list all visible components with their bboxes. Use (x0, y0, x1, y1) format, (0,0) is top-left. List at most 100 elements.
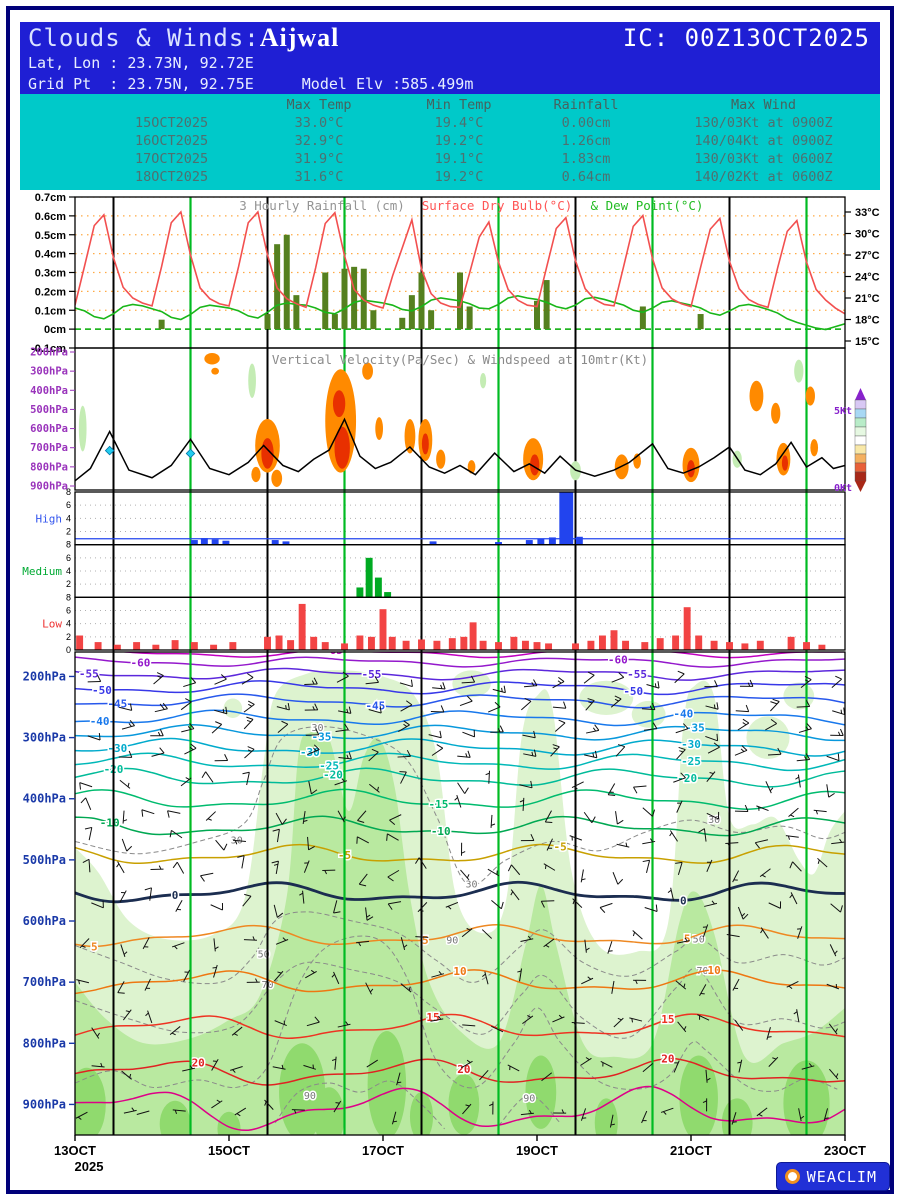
svg-text:20: 20 (661, 1053, 674, 1066)
svg-text:900hPa: 900hPa (30, 481, 68, 493)
day-guides (112, 197, 808, 1135)
header: Clouds & Winds:Aijwal IC: 00Z13OCT2025 L… (20, 22, 880, 94)
svg-text:500hPa: 500hPa (30, 404, 68, 416)
svg-text:8: 8 (66, 592, 71, 602)
svg-text:33°C: 33°C (855, 207, 880, 219)
svg-text:0.6cm: 0.6cm (35, 211, 66, 223)
weaclim-logo[interactable]: WEACLIM (775, 1162, 890, 1191)
logo-text: WEACLIM (806, 1167, 877, 1186)
svg-text:500hPa: 500hPa (23, 853, 66, 867)
svg-text:90: 90 (523, 1093, 535, 1104)
svg-text:4: 4 (66, 513, 71, 523)
svg-text:30: 30 (466, 879, 478, 890)
svg-text:10: 10 (707, 964, 720, 977)
svg-text:-50: -50 (92, 684, 112, 697)
cell: 31.9°C (294, 151, 344, 167)
cell: 130/03Kt at 0900Z (694, 115, 833, 131)
table-header-row: Max Temp Min Temp Rainfall Max Wind (20, 96, 880, 114)
svg-text:90: 90 (304, 1091, 316, 1102)
svg-text:5Kt: 5Kt (834, 406, 852, 417)
svg-text:200hPa: 200hPa (23, 669, 66, 683)
title-row: Clouds & Winds:Aijwal IC: 00Z13OCT2025 (20, 22, 880, 53)
svg-text:90: 90 (446, 936, 458, 947)
svg-text:-40: -40 (673, 707, 693, 720)
svg-text:-40: -40 (90, 715, 110, 728)
svg-text:-35: -35 (311, 730, 331, 743)
svg-text:0.4cm: 0.4cm (35, 249, 66, 261)
svg-text:300hPa: 300hPa (23, 731, 66, 745)
svg-text:200hPa: 200hPa (30, 347, 68, 359)
svg-text:6: 6 (66, 553, 71, 563)
svg-text:30°C: 30°C (855, 229, 880, 241)
svg-text:21OCT: 21OCT (670, 1143, 712, 1158)
svg-text:-60: -60 (131, 657, 151, 670)
title-prefix: Clouds & Winds: (28, 24, 260, 52)
svg-text:600hPa: 600hPa (30, 423, 68, 435)
svg-text:800hPa: 800hPa (30, 461, 68, 473)
svg-text:-60: -60 (608, 654, 628, 667)
cell: 0.00cm (561, 115, 611, 131)
table-row: 18OCT2025 31.6°C 19.2°C 0.64cm 140/02Kt … (20, 168, 880, 186)
svg-text:-0.1cm: -0.1cm (31, 343, 66, 355)
svg-text:15: 15 (661, 1013, 674, 1026)
svg-text:15OCT: 15OCT (208, 1143, 250, 1158)
svg-text:-5: -5 (553, 841, 566, 854)
cell: 32.9°C (294, 133, 344, 149)
svg-text:0: 0 (66, 645, 71, 655)
svg-text:21°C: 21°C (855, 293, 880, 305)
svg-text:4: 4 (66, 566, 71, 576)
cell: 19.2°C (434, 133, 484, 149)
svg-text:2: 2 (66, 527, 71, 537)
surface-panel (75, 210, 845, 331)
svg-text:10: 10 (453, 965, 466, 978)
cell: 1.26cm (561, 133, 611, 149)
svg-text:& Dew Point(°C): & Dew Point(°C) (591, 198, 704, 213)
cell: 1.83cm (561, 151, 611, 167)
svg-text:-65: -65 (323, 644, 343, 657)
windspeed-line (75, 417, 845, 482)
svg-text:0.3cm: 0.3cm (35, 268, 66, 280)
svg-text:-55: -55 (627, 668, 647, 681)
rh-contours: 3030303050507070909090 (75, 721, 845, 1130)
svg-text:15: 15 (426, 1011, 439, 1024)
svg-text:15°C: 15°C (855, 336, 880, 348)
vertical-velocity-panel (75, 352, 845, 487)
svg-text:-30: -30 (681, 738, 701, 751)
svg-text:6: 6 (66, 606, 71, 616)
cell-date: 16OCT2025 (135, 133, 209, 149)
svg-text:-15: -15 (429, 798, 449, 811)
svg-text:-55: -55 (79, 668, 99, 681)
model-elev: Model Elv :585.499m (301, 75, 474, 93)
initial-condition: IC: 00Z13OCT2025 (622, 24, 870, 52)
cell-date: 18OCT2025 (135, 169, 209, 185)
svg-text:0.2cm: 0.2cm (35, 286, 66, 298)
page-title: Clouds & Winds:Aijwal (28, 23, 339, 53)
cell: 130/03Kt at 0600Z (694, 151, 833, 167)
svg-text:0: 0 (680, 894, 687, 907)
temperature-contours: -65-60 -60-55 -55 -55-50 -50-45 -45-40-40-35-… (75, 644, 845, 1132)
axes-labels: 0.7cm 0.6cm 0.5cm 0.4cm 0.3cm 0.2cm 0.1cm 0cm -0… (22, 192, 879, 1174)
col-min-temp: Min Temp (426, 97, 492, 113)
dry-bulb-line (75, 210, 845, 315)
col-rainfall: Rainfall (553, 97, 619, 113)
svg-text:0cm: 0cm (44, 324, 66, 336)
cell-date: 17OCT2025 (135, 151, 209, 167)
svg-text:-45: -45 (365, 699, 385, 712)
svg-text:-35: -35 (685, 722, 705, 735)
cell: 31.6°C (294, 169, 344, 185)
cell: 33.0°C (294, 115, 344, 131)
cell: 19.2°C (434, 169, 484, 185)
svg-text:8: 8 (66, 540, 71, 550)
col-max-temp: Max Temp (286, 97, 352, 113)
grid-pt-row: Grid Pt : 23.75N, 92.75E Model Elv :585.4… (20, 74, 880, 95)
cell: 0.64cm (561, 169, 611, 185)
lat-lon: Lat, Lon : 23.73N, 92.72E (28, 54, 254, 72)
svg-text:6: 6 (66, 500, 71, 510)
svg-text:4: 4 (66, 619, 71, 629)
svg-text:24°C: 24°C (855, 272, 880, 284)
svg-text:-10: -10 (431, 825, 451, 838)
svg-text:-20: -20 (323, 768, 343, 781)
svg-text:0: 0 (172, 889, 179, 902)
svg-text:0Kt: 0Kt (834, 483, 852, 494)
